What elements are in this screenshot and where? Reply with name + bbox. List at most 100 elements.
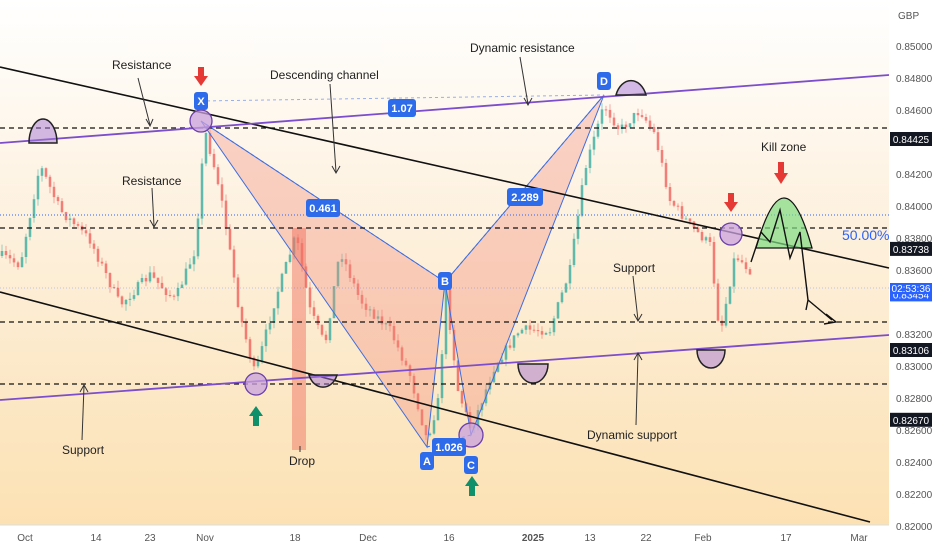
candle-body: [300, 243, 304, 267]
price-tag-label: 0.83738: [893, 245, 930, 256]
candle-body: [52, 186, 56, 198]
candle-body: [456, 360, 460, 391]
point-c-tag[interactable]: C: [464, 456, 478, 474]
candle-body: [252, 357, 256, 367]
candle-body: [524, 325, 528, 330]
y-tick-label: 0.83600: [896, 266, 932, 277]
candle-body: [284, 262, 288, 274]
candle-body: [312, 307, 316, 316]
point-x-tag[interactable]: X: [194, 92, 208, 110]
candle-body: [368, 309, 372, 311]
candle-body: [124, 299, 128, 305]
candle-body: [584, 168, 588, 186]
candle-body: [164, 288, 168, 295]
x-tick-label: Oct: [17, 533, 33, 544]
candle-body: [588, 149, 592, 168]
candle-body: [148, 272, 152, 282]
candle-body: [528, 325, 532, 330]
candle-body: [104, 263, 108, 273]
fib-50-label: 50.00%: [842, 227, 889, 243]
ratio-xb-label: 0.461: [309, 203, 337, 215]
support-label-1: Support: [613, 261, 656, 275]
candle-body: [668, 187, 672, 201]
candle-body: [748, 269, 752, 275]
candle-body: [12, 258, 16, 263]
x-tick-label: Nov: [196, 533, 214, 544]
candle-body: [88, 233, 92, 244]
candle-body: [344, 259, 348, 265]
candle-body: [440, 354, 444, 399]
candle-body: [220, 184, 224, 201]
candle-body: [640, 115, 644, 117]
dynamic-support-label: Dynamic support: [587, 428, 678, 442]
candle-body: [416, 393, 420, 410]
dyn-support-pointer-head: [633, 351, 643, 361]
candle-body: [360, 294, 364, 304]
time-scale: [0, 525, 889, 550]
point-b-label: B: [441, 276, 449, 288]
candle-body: [84, 230, 88, 234]
price-tag-box: [890, 412, 932, 427]
candle-body: [116, 287, 120, 297]
point-c-label: C: [467, 460, 475, 472]
x-tick-label: 23: [144, 533, 156, 544]
candle-body: [728, 286, 732, 304]
candle-body: [228, 228, 232, 250]
candle-body: [208, 133, 212, 154]
y-tick-label: 0.83000: [896, 362, 932, 373]
candle-body: [672, 201, 676, 206]
candle-body: [68, 218, 72, 220]
candle-body: [512, 335, 516, 348]
resistance-label-1: Resistance: [112, 58, 172, 72]
kill-zone-label: Kill zone: [761, 140, 807, 154]
y-tick-label: 0.83200: [896, 330, 932, 341]
x-axis-ticks: Oct 14 23 Nov 18 Dec 16 2025 13 22 Feb 17 Mar: [17, 533, 868, 544]
candle-body: [196, 218, 200, 257]
candle-body: [652, 127, 656, 133]
candle-body: [392, 326, 396, 341]
candle-body: [624, 124, 628, 128]
point-d-tag[interactable]: D: [597, 72, 611, 90]
candle-body: [48, 176, 52, 187]
candle-body: [504, 345, 508, 360]
candle-body: [188, 264, 192, 269]
support-label-2: Support: [62, 443, 105, 457]
candle-body: [200, 163, 204, 219]
xd-ratio-line: [200, 94, 605, 102]
channel-pointer-head: [331, 165, 341, 175]
drop-bar: [292, 228, 306, 450]
candle-body: [72, 218, 76, 225]
candle-body: [552, 318, 556, 333]
candle-body: [176, 288, 180, 297]
candle-body: [340, 259, 344, 262]
candle-body: [316, 315, 320, 325]
candle-body: [732, 258, 736, 287]
point-a-tag[interactable]: A: [420, 452, 434, 470]
x-tick-label: Mar: [850, 533, 868, 544]
point-b-tag[interactable]: B: [438, 272, 452, 290]
candle-body: [532, 329, 536, 331]
candle-body: [564, 283, 568, 293]
candle-body: [376, 316, 380, 319]
resistance-label-2: Resistance: [122, 174, 182, 188]
y-tick-label: 0.82800: [896, 394, 932, 405]
candle-body: [496, 363, 500, 372]
candle-body: [436, 398, 440, 421]
candle-body: [212, 153, 216, 168]
candle-body: [580, 185, 584, 216]
y-tick-label: 0.83800: [896, 234, 932, 245]
green-arrow-up-icon: [249, 406, 263, 426]
x-tick-label: 16: [443, 533, 455, 544]
dynamic-resistance-line: [0, 74, 890, 144]
point-d-label: D: [600, 76, 608, 88]
green-arrow-up-icon: [465, 476, 479, 496]
candle-body: [724, 303, 728, 326]
candle-body: [120, 296, 124, 305]
candle-body: [700, 232, 704, 241]
candle-body: [676, 205, 680, 207]
candle-body: [8, 255, 12, 259]
point-x-label: X: [197, 96, 205, 108]
price-tag-label: 0.84425: [893, 135, 930, 146]
